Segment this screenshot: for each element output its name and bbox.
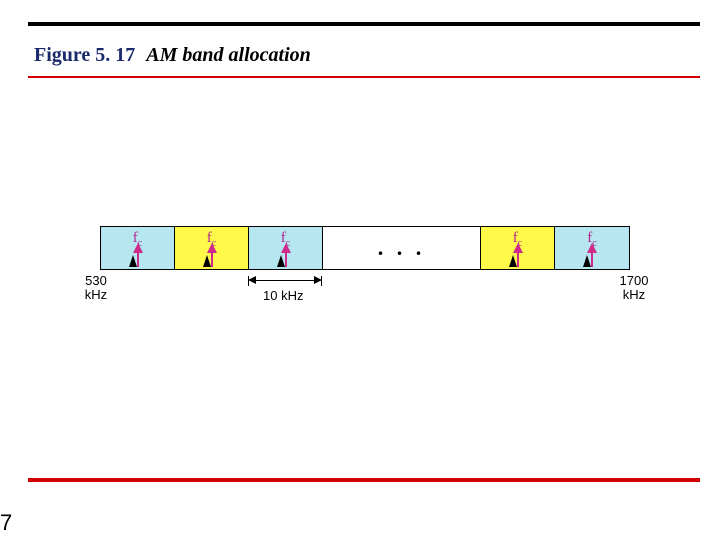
carrier-arrow-icon bbox=[133, 243, 143, 267]
carrier-arrow-icon bbox=[281, 243, 291, 267]
band-row: fcfcfc. . .fcfc bbox=[100, 226, 630, 270]
figure-title: Figure 5. 17 AM band allocation bbox=[34, 44, 311, 67]
bottom-red-rule bbox=[28, 478, 700, 482]
band-cell-ellipsis: . . . bbox=[323, 227, 481, 269]
spacing-label: 10 kHz bbox=[263, 288, 303, 303]
left-freq-value: 530 bbox=[85, 273, 107, 288]
right-frequency-label: 1700 kHz bbox=[612, 274, 656, 303]
band-cell: fc bbox=[555, 227, 629, 269]
band-cell: fc bbox=[101, 227, 175, 269]
spacing-dimension bbox=[248, 274, 322, 288]
right-freq-value: 1700 bbox=[620, 273, 649, 288]
carrier-arrow-icon bbox=[207, 243, 217, 267]
title-underline bbox=[28, 76, 700, 78]
carrier-arrow-icon bbox=[587, 243, 597, 267]
band-cell: fc bbox=[481, 227, 555, 269]
band-cell: fc bbox=[175, 227, 249, 269]
am-band-diagram: fcfcfc. . .fcfc 530 kHz 1700 kHz 10 kHz bbox=[100, 226, 630, 270]
right-freq-unit: kHz bbox=[623, 287, 645, 302]
left-frequency-label: 530 kHz bbox=[76, 274, 116, 303]
figure-caption: AM band allocation bbox=[146, 44, 310, 66]
left-freq-unit: kHz bbox=[85, 287, 107, 302]
carrier-arrow-icon bbox=[513, 243, 523, 267]
band-cell: fc bbox=[249, 227, 323, 269]
page-number: 7 bbox=[0, 510, 12, 536]
top-black-rule bbox=[28, 22, 700, 26]
figure-number: Figure 5. 17 bbox=[34, 44, 135, 66]
